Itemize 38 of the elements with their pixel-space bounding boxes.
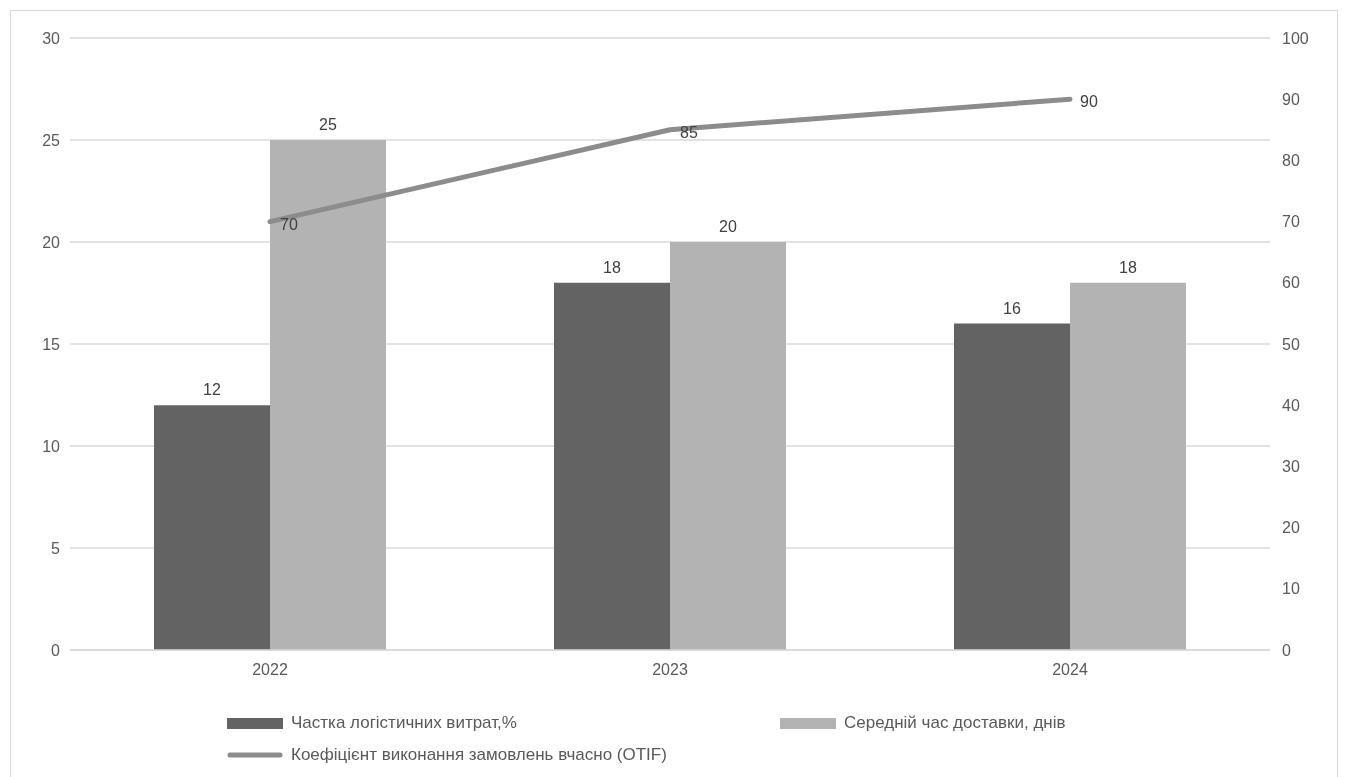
- bar: [554, 282, 670, 650]
- legend-label: Коефіцієнт виконання замовлень вчасно (OTIF): [291, 745, 667, 765]
- bar: [954, 323, 1070, 650]
- y-tick-label: 20: [42, 233, 61, 251]
- y2-tick-label: 80: [1282, 152, 1300, 170]
- y-tick-label: 30: [42, 29, 61, 47]
- data-label: 25: [319, 116, 337, 133]
- y2-tick-label: 10: [1282, 580, 1300, 598]
- data-label: 90: [1080, 93, 1098, 111]
- y-tick-label: 10: [42, 437, 61, 455]
- data-label: 12: [203, 381, 221, 399]
- x-tick-label: 2023: [652, 661, 688, 679]
- x-tick-label: 2024: [1052, 661, 1088, 679]
- legend-label: Частка логістичних витрат,%: [291, 713, 517, 733]
- legend-label: Середній час доставки, днів: [844, 713, 1066, 733]
- bar: [670, 242, 786, 650]
- data-label: 18: [1119, 258, 1137, 276]
- y-tick-label: 0: [51, 641, 61, 659]
- y2-tick-label: 70: [1282, 213, 1300, 231]
- data-label: 18: [603, 258, 621, 276]
- y2-tick-label: 20: [1282, 519, 1300, 537]
- y-tick-label: 15: [42, 335, 61, 353]
- bar: [1070, 282, 1186, 650]
- x-tick-label: 2022: [252, 661, 288, 679]
- y2-tick-label: 40: [1282, 396, 1300, 414]
- data-label: 20: [719, 218, 737, 235]
- y2-tick-label: 0: [1282, 641, 1291, 659]
- data-label: 16: [1003, 299, 1021, 317]
- y2-tick-label: 60: [1282, 274, 1300, 292]
- data-label: 70: [280, 215, 298, 233]
- y2-tick-label: 100: [1282, 29, 1309, 47]
- bar: [154, 405, 270, 650]
- y-tick-label: 25: [42, 131, 61, 149]
- y2-tick-label: 30: [1282, 458, 1300, 476]
- y2-tick-label: 90: [1282, 90, 1300, 108]
- y-tick-label: 5: [51, 539, 61, 557]
- y2-tick-label: 50: [1282, 335, 1300, 353]
- bar: [270, 140, 386, 650]
